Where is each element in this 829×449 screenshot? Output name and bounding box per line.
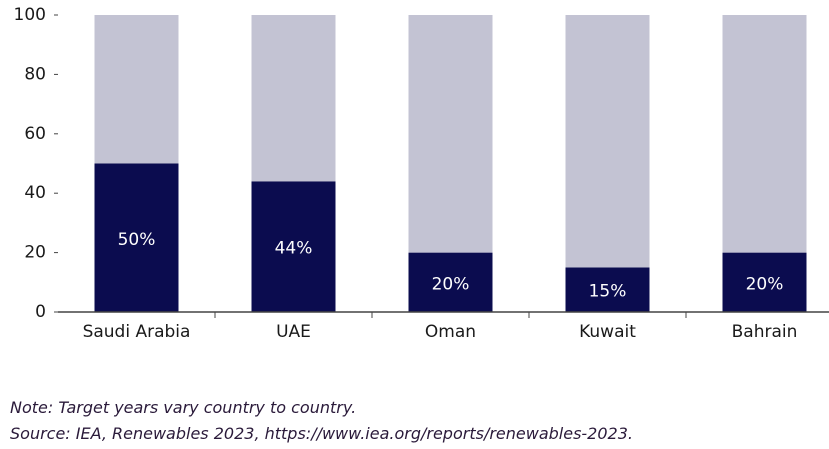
y-tick-label: 80 xyxy=(24,64,46,84)
value-label: 15% xyxy=(589,282,627,302)
x-tick-label: Bahrain xyxy=(731,322,798,342)
bar-segment xyxy=(408,252,493,312)
value-label: 50% xyxy=(118,230,156,250)
bar-segment xyxy=(408,15,493,253)
bar-segment xyxy=(251,15,336,182)
x-tick-label: UAE xyxy=(276,322,311,342)
y-tick-label: 0 xyxy=(35,302,46,322)
bar-segment xyxy=(722,252,807,312)
source: Source: IEA, Renewables 2023, https://ww… xyxy=(10,424,633,443)
chart: 0 20 40 60 80 100 50% 44% 20% 15% 20% xyxy=(14,5,829,322)
bar-segment xyxy=(565,15,650,268)
value-label: 44% xyxy=(275,239,313,259)
y-tick-label: 60 xyxy=(24,124,46,144)
bar-segment xyxy=(94,15,179,164)
x-tick-label: Oman xyxy=(424,322,477,342)
x-tick-label: Saudi Arabia xyxy=(82,322,191,342)
y-tick-label: 20 xyxy=(24,243,46,263)
bar-segment xyxy=(251,181,336,312)
y-tick-label: 40 xyxy=(24,183,46,203)
bar-segment xyxy=(565,267,650,312)
value-label: 20% xyxy=(746,274,784,294)
value-label: 20% xyxy=(432,274,470,294)
note: Note: Target years vary country to count… xyxy=(10,398,357,417)
bar-segment xyxy=(94,163,179,312)
bar-segment xyxy=(722,15,807,253)
x-tick-label: Kuwait xyxy=(579,322,636,342)
y-tick-label: 100 xyxy=(14,5,46,25)
